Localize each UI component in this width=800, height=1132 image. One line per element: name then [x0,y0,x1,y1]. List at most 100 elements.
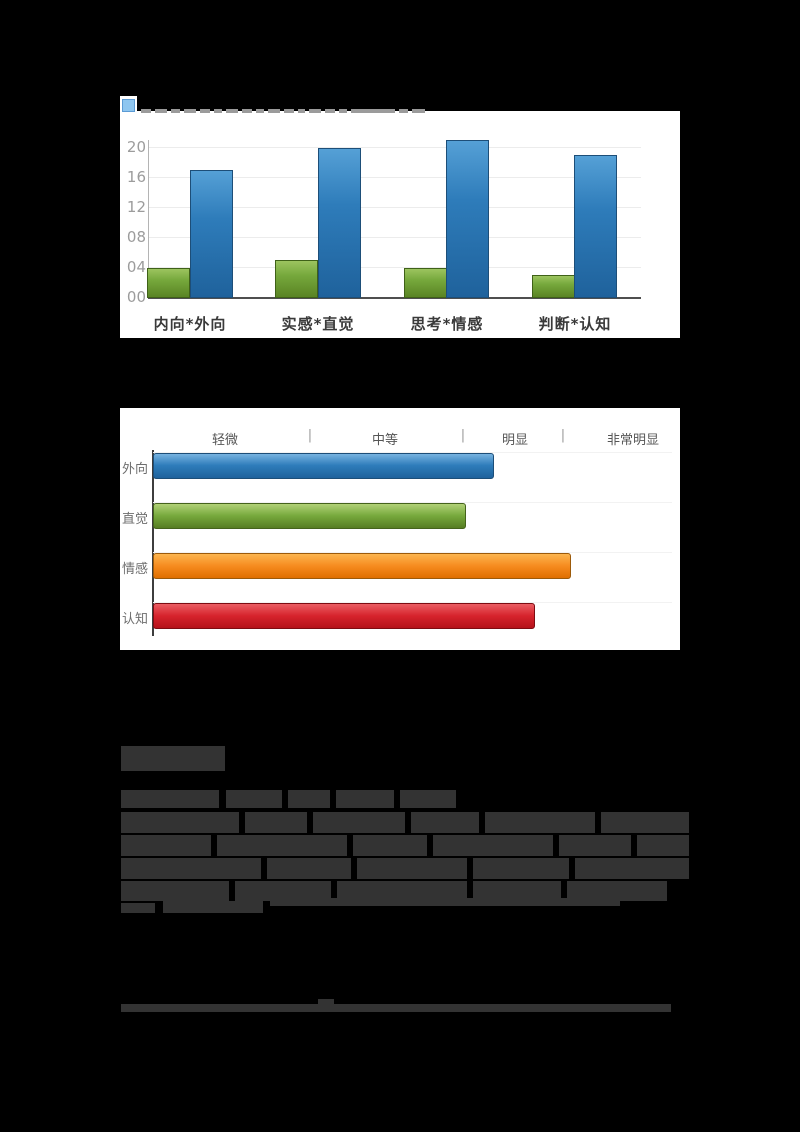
redaction-block [337,881,467,901]
fringe-mark [200,109,210,113]
redaction-block [575,858,689,879]
grid-line [149,237,641,238]
row-label: 外向 [121,462,148,477]
redaction-block [601,812,689,833]
fringe-mark [242,109,252,113]
redaction-block [121,903,155,913]
redaction-block [357,858,467,879]
redaction-block [473,881,561,901]
redaction-block [400,790,456,808]
redaction-block [121,812,239,833]
y-axis-line [148,140,149,299]
redaction-block [121,858,261,879]
horizontal-bar-chart: 轻微 中等 明显 非常明显 | | | 外向直觉情感认知 [120,408,680,650]
y-tick-label: 08 [126,228,146,246]
fringe-mark [226,109,238,113]
grouped-bar-chart: 00 04 08 12 16 20 内向*外向 实感*直觉 思考*情感 判断*认知 [120,96,680,338]
redaction-block [121,790,219,808]
zone-label: 轻微 [211,433,239,448]
fringe-mark [325,109,335,113]
redaction-block [637,835,689,856]
x-axis-line [148,297,641,299]
redaction-block [267,858,351,879]
fringe-mark [412,109,425,113]
fringe-mark [256,109,264,113]
zone-label: 明显 [501,433,529,448]
fringe-mark [155,109,167,113]
redaction-block [473,858,569,879]
zone-separator: | [307,428,313,443]
bar-blue-0 [190,170,233,298]
redaction-block [121,746,225,771]
grid-line [153,602,672,603]
fringe-mark [351,109,395,113]
x-category-label: 判断*认知 [538,315,612,333]
h-bar-orange-2 [153,553,571,579]
bar-blue-1 [318,148,361,298]
zone-label: 非常明显 [606,433,660,448]
grid-line [149,147,641,148]
zone-separator: | [460,428,466,443]
legend-swatch-icon [122,99,135,112]
bar-green-3 [532,275,575,298]
grid-line [153,552,672,553]
grid-line [153,502,672,503]
x-category-label: 思考*情感 [410,315,484,333]
y-tick-label: 00 [126,288,146,306]
row-label: 认知 [121,612,148,627]
redaction-block [226,790,282,808]
x-category-label: 实感*直觉 [281,315,355,333]
y-tick-label: 04 [126,258,146,276]
redaction-block [217,835,347,856]
grid-line [153,452,672,453]
row-label: 直觉 [121,512,148,527]
redaction-block [559,835,631,856]
h-bar-blue-0 [153,453,494,479]
redaction-block [245,812,307,833]
redaction-block [121,835,211,856]
y-tick-label: 20 [126,138,146,156]
x-category-label: 内向*外向 [153,315,227,333]
row-label: 情感 [121,562,148,577]
redaction-block [567,881,667,901]
fringe-mark [214,109,222,113]
grid-line [149,207,641,208]
bar-blue-2 [446,140,489,298]
redaction-block [121,881,229,901]
fringe-mark [171,109,180,113]
redaction-block [270,898,620,906]
redaction-block [121,1004,671,1012]
h-bar-red-3 [153,603,535,629]
fringe-mark [284,109,294,113]
bar-blue-3 [574,155,617,298]
redaction-block [163,901,263,913]
fringe-mark [298,109,305,113]
zone-separator: | [560,428,566,443]
fringe-mark [184,109,196,113]
redaction-block [288,790,330,808]
bar-green-0 [147,268,190,298]
redaction-block [235,881,331,901]
redaction-block [318,999,334,1005]
y-tick-label: 12 [126,198,146,216]
fringe-mark [309,109,321,113]
category-axis-line [152,450,154,636]
bar-green-1 [275,260,318,298]
h-bar-green-1 [153,503,466,529]
fringe-mark [268,109,280,113]
fringe-mark [399,109,408,113]
fringe-mark [339,109,347,113]
redacted-legend-text [137,84,680,111]
bar-green-2 [404,268,447,298]
redaction-block [433,835,553,856]
grid-line [149,177,641,178]
grid-line [149,267,641,268]
zone-label: 中等 [371,433,399,448]
redaction-block [485,812,595,833]
redaction-block [336,790,394,808]
y-tick-label: 16 [126,168,146,186]
redaction-block [313,812,405,833]
fringe-mark [141,109,151,113]
redaction-block [353,835,427,856]
